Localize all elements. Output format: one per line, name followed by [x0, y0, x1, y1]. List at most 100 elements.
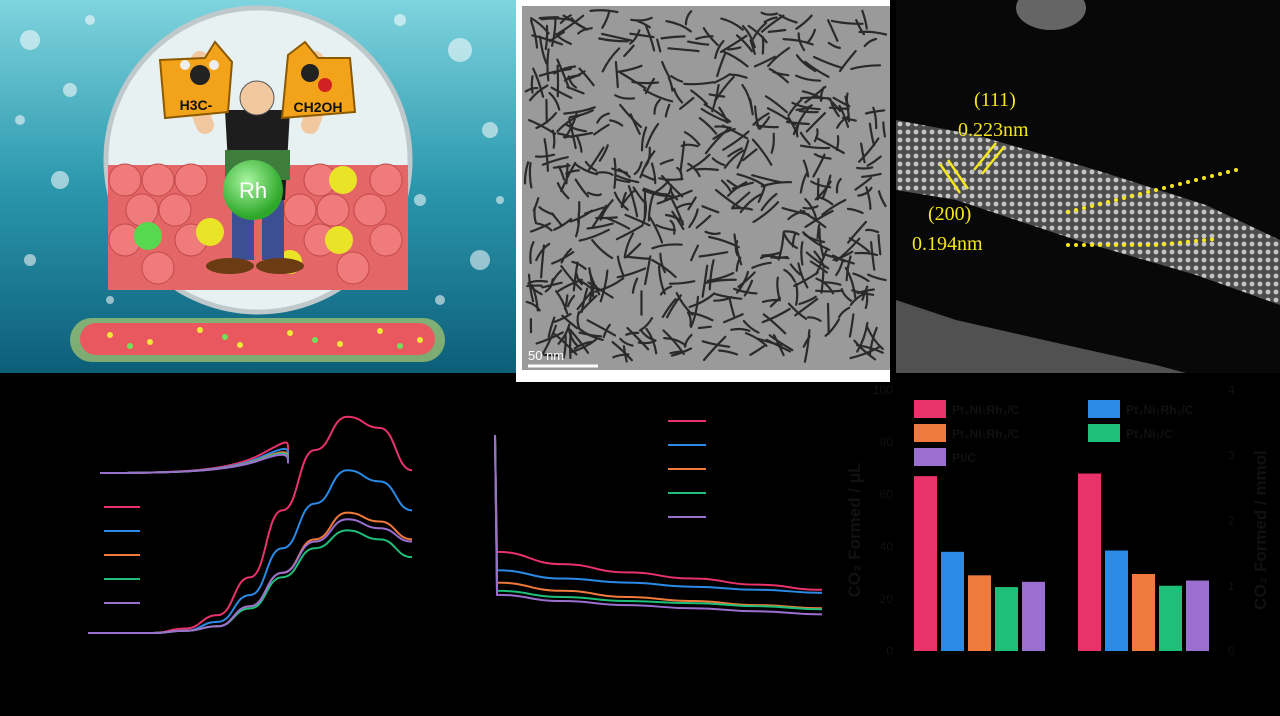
nanowire-strand	[576, 135, 583, 153]
nanowire-strand	[565, 169, 580, 175]
nanowire-strand	[665, 20, 692, 33]
nanowire-strand	[660, 35, 686, 40]
nanowire-strand	[532, 67, 545, 98]
nanowire-strand	[733, 287, 758, 295]
outline-dot	[1170, 184, 1174, 188]
nanowire-strand	[629, 113, 641, 135]
nanowire-strand	[803, 329, 811, 363]
nanowire-strand	[824, 318, 840, 337]
nanowire-strand	[651, 258, 677, 279]
nanowire-strand	[813, 153, 832, 160]
nanowire-strand	[865, 228, 880, 234]
nanowire-strand	[863, 37, 878, 48]
nanowire-strand	[574, 178, 590, 198]
nanowire-strand	[731, 191, 751, 209]
nanowire-strand	[711, 83, 720, 113]
nanowire-strand	[773, 255, 789, 259]
nanowire-strand	[606, 217, 631, 230]
nanowire-strand	[830, 102, 840, 118]
nanowire-strand	[703, 103, 732, 123]
nanowire-strand	[640, 329, 657, 342]
bar-2-5	[1186, 580, 1209, 651]
scale-bar-label: 50 nm	[528, 348, 564, 363]
nanowire-strand	[669, 219, 676, 235]
nanowire-strand	[836, 115, 849, 129]
nanowire-strand	[814, 180, 832, 201]
rh-atom	[223, 160, 283, 220]
y-tick-left: 100	[873, 383, 893, 397]
nanowire-strand	[538, 16, 560, 20]
y-tick-left: 40	[880, 540, 894, 554]
nanowire-strand	[821, 281, 842, 286]
nanowire-strand	[690, 311, 714, 322]
nanowire-strand	[744, 332, 768, 347]
particle-top	[1016, 0, 1086, 30]
nanowire-strand	[714, 293, 743, 300]
nanowire-strand	[627, 185, 639, 218]
nanowire-strand	[795, 14, 813, 30]
nanowire-strand	[577, 27, 593, 35]
nanowire-strand	[569, 338, 598, 354]
nanowire-strand	[637, 20, 651, 29]
y-tick-right: 3	[1228, 448, 1235, 462]
nanowire-strand	[835, 177, 842, 194]
nanowire-strand	[523, 161, 530, 185]
nanowire-strand	[659, 252, 666, 274]
outline-dot	[1130, 194, 1134, 198]
nanowire-strand	[730, 206, 753, 211]
nanowire-strand	[619, 103, 642, 128]
nanowire-strand	[752, 112, 770, 126]
ca-line-5	[494, 434, 823, 616]
nanowire-strand	[633, 161, 643, 176]
bar-1-2	[941, 551, 964, 651]
nanowire-strand	[650, 162, 657, 185]
nanowire-strand	[611, 341, 633, 362]
nanowire-strand	[653, 98, 661, 115]
nanowire-strand	[714, 125, 732, 129]
nanowire-strand	[529, 241, 535, 265]
y-tick-left: 20	[880, 592, 894, 606]
ca-line-2	[494, 434, 823, 594]
nanowire-strand	[640, 126, 648, 152]
nanowire-strand	[687, 196, 697, 211]
y-tick-right: 2	[1228, 514, 1235, 528]
bar-2-4	[1159, 585, 1182, 651]
nanowire-strand	[827, 19, 839, 42]
nanowire-strand	[611, 167, 629, 174]
nanowire-strand	[596, 112, 610, 124]
nanowire-strand	[626, 326, 650, 351]
nanowire-strand	[630, 16, 653, 22]
nanowire-strand	[687, 162, 701, 178]
nanowire-strand	[659, 158, 674, 166]
lsv-series	[88, 415, 413, 634]
nanowire-strand	[714, 40, 725, 60]
nanowire-strand	[787, 98, 803, 117]
nanowire-strand	[868, 326, 878, 356]
nanowire-strand	[864, 291, 869, 310]
nanowire-strand	[695, 35, 714, 40]
nanowire-strand	[854, 251, 879, 257]
outline-dot	[1082, 243, 1086, 247]
nanowire-strand	[673, 87, 684, 104]
nanowire-strand	[815, 289, 844, 293]
co2-bar-chart: 0 20 40 60 80 100 0 1 2 3 4 Pt₃Ni₁Rh₁/C Pt₃Ni₁Rh₁/C…	[836, 380, 1280, 680]
nanowire-strand	[853, 339, 877, 361]
nanowire-strand	[642, 187, 669, 196]
nanowire-strand	[528, 119, 557, 135]
nanowire-strand	[730, 327, 751, 332]
nanowire-strand	[802, 335, 811, 348]
nanowire-strand	[759, 254, 776, 260]
nanowire-strand	[553, 217, 573, 231]
nanowire-strand	[762, 313, 787, 335]
nanowire-strand	[557, 165, 566, 181]
bar-2-1	[1078, 473, 1101, 651]
nanowire-strand	[751, 261, 772, 269]
nanowire-strand	[714, 188, 742, 210]
d-spacing-111: 0.223nm	[958, 119, 1029, 141]
nanowire-strand	[644, 77, 656, 95]
nanowire-strand	[666, 294, 682, 319]
nanowire-strand	[720, 17, 744, 31]
nanowire-strand	[838, 104, 850, 128]
nanowire-strand	[632, 186, 646, 203]
nanowire-strand	[802, 159, 810, 178]
